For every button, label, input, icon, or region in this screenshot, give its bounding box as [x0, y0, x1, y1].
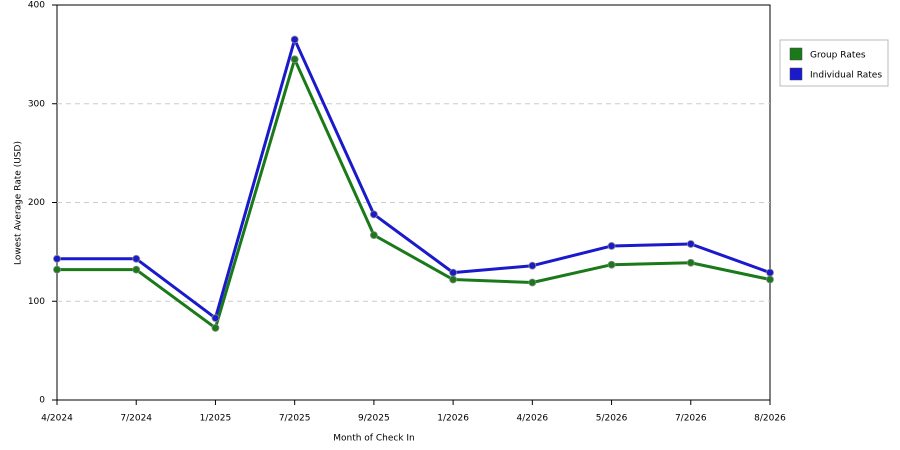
data-point — [607, 242, 616, 250]
data-point — [528, 261, 537, 270]
x-tick-label: 4/2024 — [41, 414, 73, 424]
x-tick-label: 7/2024 — [120, 414, 152, 424]
x-axis-label: Month of Check In — [333, 434, 415, 444]
y-axis-label: Lowest Average Rate (USD) — [14, 141, 24, 265]
x-tick-label: 7/2025 — [279, 414, 311, 424]
data-point — [369, 210, 378, 219]
data-point — [607, 260, 616, 269]
data-point — [211, 314, 220, 322]
legend-swatch — [789, 47, 803, 61]
data-point — [449, 275, 458, 284]
x-tick-label: 5/2026 — [596, 414, 628, 424]
series-line — [57, 38, 771, 320]
legend-label: Individual Rates — [810, 71, 882, 81]
data-point — [686, 240, 695, 248]
data-point — [132, 265, 141, 274]
data-point — [686, 258, 695, 267]
x-tick-label: 1/2025 — [200, 414, 232, 424]
data-point — [766, 275, 774, 284]
data-point — [369, 231, 378, 239]
x-tick-label: 8/2026 — [754, 414, 786, 424]
x-tick-label: 9/2025 — [358, 414, 390, 424]
x-tick-label: 1/2026 — [437, 414, 469, 424]
series-line — [57, 57, 771, 330]
y-tick-label: 0 — [39, 396, 45, 406]
legend-swatch — [789, 67, 803, 81]
x-tick-label: 4/2026 — [516, 414, 548, 424]
data-point — [290, 35, 299, 44]
y-tick-label: 400 — [28, 1, 45, 11]
data-point — [290, 55, 299, 64]
data-point — [449, 268, 458, 277]
x-tick-label: 7/2026 — [675, 414, 707, 424]
data-point — [53, 265, 61, 274]
y-tick-label: 100 — [28, 297, 45, 307]
data-point — [766, 268, 774, 277]
data-point — [528, 278, 537, 287]
legend-label: Group Rates — [810, 51, 866, 61]
data-point — [211, 324, 220, 332]
data-point — [132, 254, 141, 263]
y-tick-label: 300 — [28, 99, 45, 109]
data-point — [53, 254, 61, 263]
y-tick-label: 200 — [28, 198, 45, 208]
